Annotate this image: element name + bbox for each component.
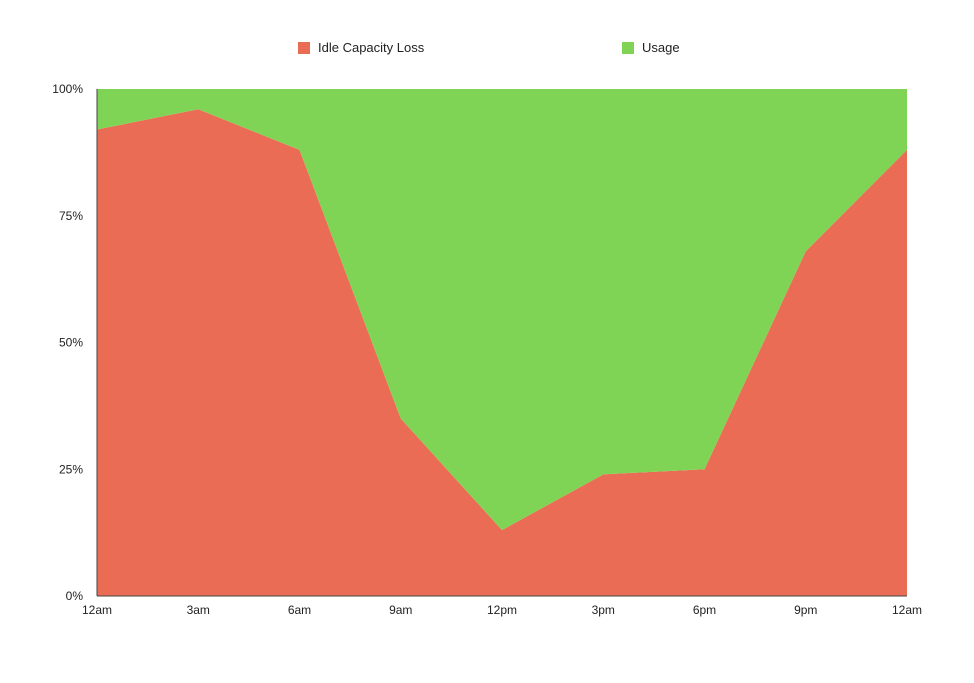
legend-label-usage: Usage — [642, 40, 680, 55]
legend-swatch-idle-capacity-loss — [298, 41, 310, 54]
x-tick-label: 12am — [892, 603, 922, 617]
y-tick-label: 0% — [66, 589, 84, 603]
area-series-idle-capacity-loss — [97, 109, 907, 596]
x-tick-label: 6pm — [693, 603, 716, 617]
x-tick-label: 3pm — [592, 603, 615, 617]
x-tick-label: 9am — [389, 603, 412, 617]
legend-swatch-usage — [622, 41, 634, 54]
legend-label-idle-capacity-loss: Idle Capacity Loss — [318, 40, 425, 55]
x-tick-label: 3am — [187, 603, 210, 617]
legend-item-usage: Usage — [622, 40, 680, 55]
area-series-usage — [97, 89, 907, 531]
x-tick-label: 12pm — [487, 603, 517, 617]
legend-item-idle-capacity-loss: Idle Capacity Loss — [298, 40, 424, 55]
legend: Idle Capacity Loss Usage — [0, 40, 974, 60]
y-tick-label: 25% — [59, 462, 83, 476]
x-tick-label: 12am — [82, 603, 112, 617]
x-tick-label: 6am — [288, 603, 311, 617]
y-tick-label: 50% — [59, 336, 83, 350]
y-tick-label: 100% — [52, 82, 83, 96]
x-tick-label: 9pm — [794, 603, 817, 617]
y-tick-label: 75% — [59, 209, 83, 223]
